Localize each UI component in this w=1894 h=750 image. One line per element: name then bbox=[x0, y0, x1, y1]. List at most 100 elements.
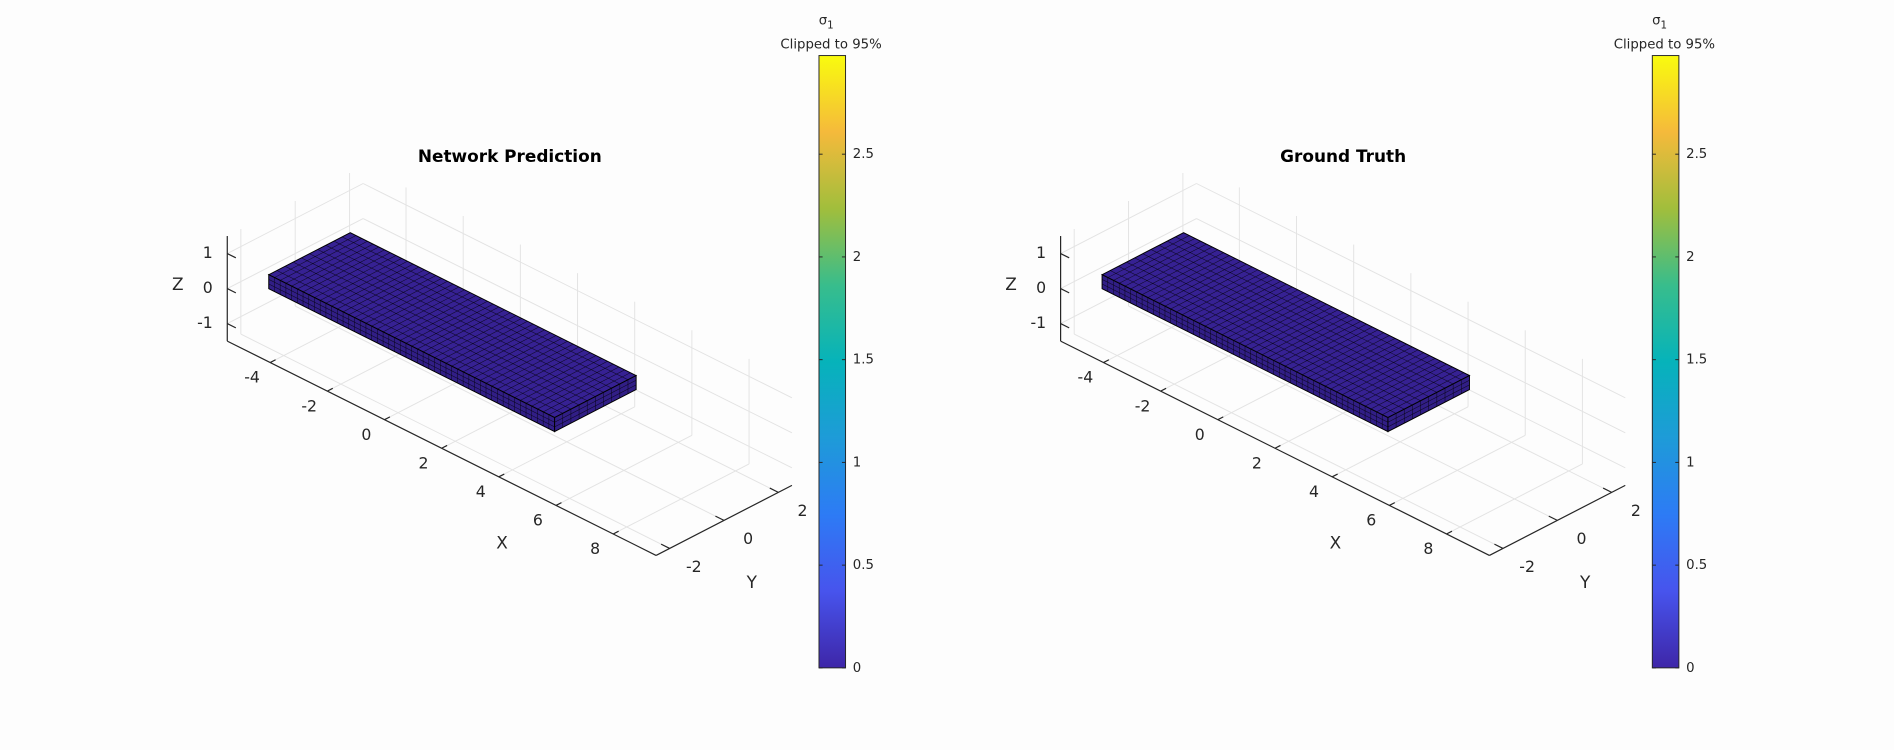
colorbar-title-symbol: σ bbox=[1652, 14, 1661, 29]
colorbar-title: σ1 bbox=[1652, 14, 1667, 32]
grid-line bbox=[1060, 218, 1197, 289]
grid-line bbox=[1196, 218, 1626, 434]
grid-line bbox=[1073, 333, 1504, 549]
mesh-line bbox=[284, 266, 572, 410]
tick-mark bbox=[441, 444, 448, 449]
tick-mark bbox=[1217, 416, 1224, 421]
x-axis-label: X bbox=[1330, 533, 1342, 553]
mesh-line bbox=[341, 236, 629, 380]
tick-mark bbox=[384, 416, 391, 421]
y-tick-label: 2 bbox=[798, 501, 808, 520]
y-tick-label: -2 bbox=[686, 557, 702, 576]
mesh-line bbox=[1150, 249, 1437, 393]
grid-line bbox=[1060, 183, 1197, 254]
grid-line bbox=[227, 183, 364, 254]
mesh-line bbox=[1126, 261, 1413, 406]
z-tick-label: 0 bbox=[1036, 278, 1046, 297]
y-tick-label: -2 bbox=[1519, 557, 1535, 576]
tick-mark bbox=[1060, 253, 1070, 259]
tick-mark bbox=[1274, 444, 1281, 449]
z-tick-label: 1 bbox=[203, 243, 213, 262]
grid-line bbox=[227, 218, 364, 289]
z-tick-label: 1 bbox=[1036, 243, 1046, 262]
colorbar-tick-label: 1 bbox=[853, 455, 861, 470]
grid-line bbox=[362, 183, 793, 399]
tick-mark bbox=[1160, 387, 1167, 392]
mesh-line bbox=[1110, 270, 1397, 414]
mesh-line bbox=[301, 257, 588, 402]
x-tick-label: 8 bbox=[590, 539, 600, 558]
z-tick-label: -1 bbox=[1030, 313, 1046, 332]
tick-mark bbox=[1494, 543, 1504, 549]
tick-mark bbox=[269, 359, 276, 364]
x-tick-label: 0 bbox=[1195, 425, 1205, 444]
colorbar-tick-label: 0.5 bbox=[1686, 558, 1707, 573]
mesh-line bbox=[1387, 379, 1470, 423]
colorbar-subtitle: Clipped to 95% bbox=[1614, 38, 1715, 53]
x-tick-label: 6 bbox=[533, 511, 543, 530]
panel: -4 -2 0 2 4 6 8 -2 0 2 -1 0 1 X Y Z Ground Truth 0 0.5 1 1.5… bbox=[1005, 14, 1715, 676]
colorbar-tick-label: 1.5 bbox=[853, 353, 874, 368]
colorbar-title-subscript: 1 bbox=[1661, 19, 1668, 31]
grid-line bbox=[294, 305, 725, 521]
colorbar bbox=[1651, 55, 1680, 669]
tick-mark bbox=[1446, 530, 1453, 535]
tick-mark bbox=[1548, 515, 1558, 521]
mesh-line bbox=[1101, 279, 1389, 423]
tick-mark bbox=[555, 502, 562, 506]
chart-title: Network Prediction bbox=[418, 146, 602, 166]
z-tick-label: 0 bbox=[203, 278, 213, 297]
tick-mark bbox=[498, 473, 505, 478]
mesh-line bbox=[1101, 283, 1389, 428]
mesh-line bbox=[325, 245, 612, 389]
colorbar-tick-label: 0 bbox=[853, 661, 861, 676]
x-tick-label: 2 bbox=[1252, 453, 1262, 472]
tick-mark bbox=[1103, 359, 1110, 364]
mesh-line bbox=[268, 279, 555, 423]
colorbar-title: σ1 bbox=[819, 14, 834, 32]
z-tick-label: -1 bbox=[197, 313, 213, 332]
tick-mark bbox=[715, 515, 725, 521]
tick-mark bbox=[769, 487, 779, 493]
mesh-line bbox=[1134, 257, 1421, 402]
y-tick-label: 0 bbox=[1577, 529, 1587, 548]
tick-mark bbox=[660, 543, 670, 549]
tick-mark bbox=[1060, 288, 1070, 294]
colorbar-subtitle: Clipped to 95% bbox=[780, 38, 881, 53]
x-axis-label: X bbox=[496, 533, 508, 553]
grid-line bbox=[1128, 305, 1558, 521]
tick-mark bbox=[612, 530, 619, 535]
tick-mark bbox=[1060, 323, 1070, 329]
colorbar-tick-label: 2.5 bbox=[853, 147, 874, 162]
tick-mark bbox=[1602, 487, 1612, 493]
x-tick-label: 6 bbox=[1366, 511, 1376, 530]
z-axis-label: Z bbox=[1005, 274, 1017, 294]
tick-mark bbox=[227, 288, 237, 294]
panel: -4 -2 0 2 4 6 8 -2 0 2 -1 0 1 X Y Z Network Prediction 0 0… bbox=[172, 14, 882, 676]
colorbar-title-symbol: σ bbox=[819, 14, 828, 29]
mesh-line bbox=[293, 261, 580, 406]
x-tick-label: 2 bbox=[419, 453, 429, 472]
colorbar bbox=[818, 55, 847, 669]
grid-line bbox=[362, 218, 793, 434]
colorbar-tick-label: 0.5 bbox=[853, 558, 874, 573]
colorbar-tick-label: 2 bbox=[853, 250, 861, 265]
mesh-line bbox=[1387, 384, 1470, 428]
mesh-line bbox=[1159, 245, 1446, 389]
x-tick-label: -4 bbox=[1078, 368, 1094, 387]
x-tick-label: -4 bbox=[244, 368, 260, 387]
y-axis-label: Y bbox=[1579, 572, 1591, 592]
colorbar-tick-label: 1.5 bbox=[1686, 353, 1707, 368]
mesh-line bbox=[1175, 236, 1462, 380]
mesh-line bbox=[554, 379, 637, 423]
x-tick-label: 4 bbox=[476, 482, 486, 501]
colorbar-tick-label: 0 bbox=[1686, 661, 1694, 676]
tick-mark bbox=[227, 323, 237, 329]
y-tick-label: 0 bbox=[743, 529, 753, 548]
mesh-line bbox=[317, 249, 604, 393]
tick-mark bbox=[1331, 473, 1338, 478]
mesh-line bbox=[309, 253, 596, 397]
chart-title: Ground Truth bbox=[1280, 146, 1406, 166]
colorbar-tick-label: 1 bbox=[1686, 455, 1694, 470]
